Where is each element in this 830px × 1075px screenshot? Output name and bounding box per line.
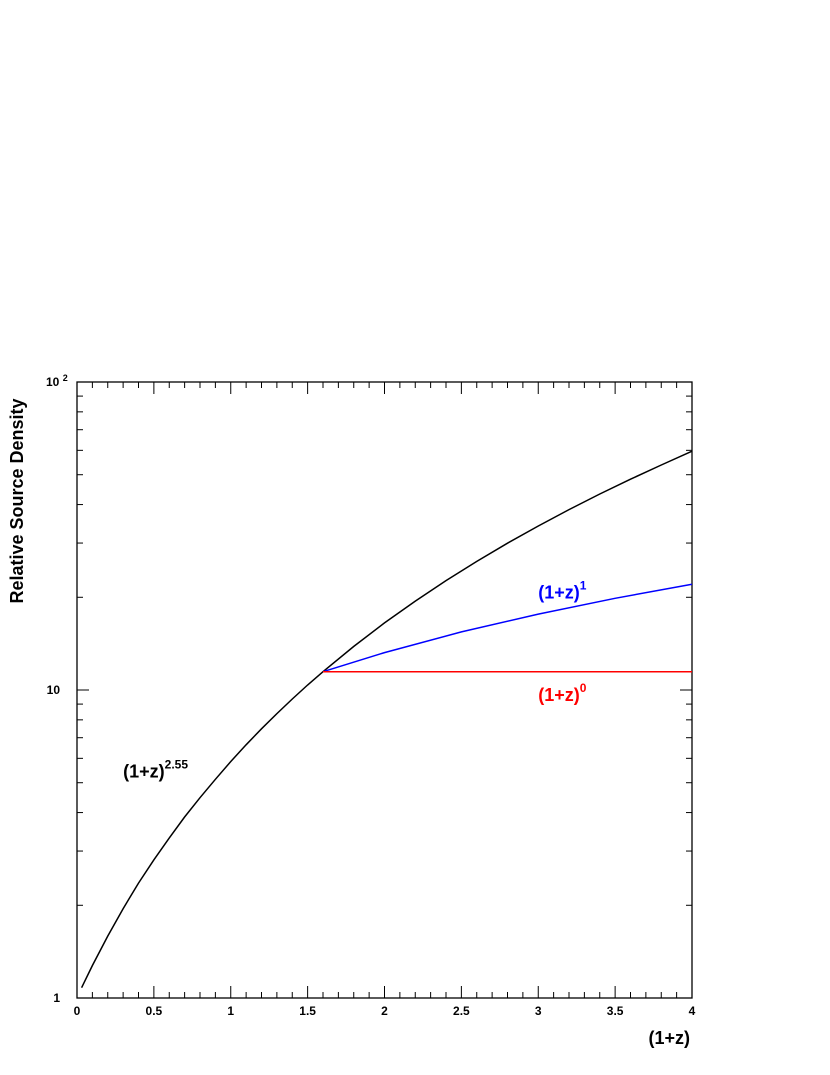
tick-labels: 0 0.5 1 1.5 2 2.5 3 3.5 4 1 10 10 2: [46, 373, 696, 1018]
curve-annotations: (1+z)2.55 (1+z)1 (1+z)0: [123, 579, 587, 782]
plot-frame: [76, 381, 693, 999]
curve-annotation-0: (1+z)2.55: [123, 757, 188, 781]
x-tick-label: 0: [74, 1004, 81, 1018]
x-tick-label: 2: [381, 1004, 388, 1018]
curve-annotation-1: (1+z)1: [538, 579, 587, 603]
x-axis-title: (1+z): [648, 1028, 690, 1048]
x-tick-label: 2.5: [453, 1004, 470, 1018]
x-tick-label: 1: [227, 1004, 234, 1018]
x-tick-label: 1.5: [299, 1004, 316, 1018]
x-tick-label: 3: [535, 1004, 542, 1018]
y-tick-label: 10: [47, 683, 61, 697]
x-tick-label: 0.5: [146, 1004, 163, 1018]
x-tick-label: 3.5: [607, 1004, 624, 1018]
axis-ticks: [76, 381, 693, 999]
y-tick-label: 1: [53, 991, 60, 1005]
curve-annotation-2: (1+z)0: [538, 681, 587, 705]
y-axis-title: Relative Source Density: [7, 398, 27, 603]
series-line-0: [80, 450, 693, 989]
y-tick-label: 10 2: [46, 373, 68, 389]
series-lines: [80, 450, 693, 989]
x-tick-label: 4: [689, 1004, 696, 1018]
series-line-1: [322, 583, 693, 673]
